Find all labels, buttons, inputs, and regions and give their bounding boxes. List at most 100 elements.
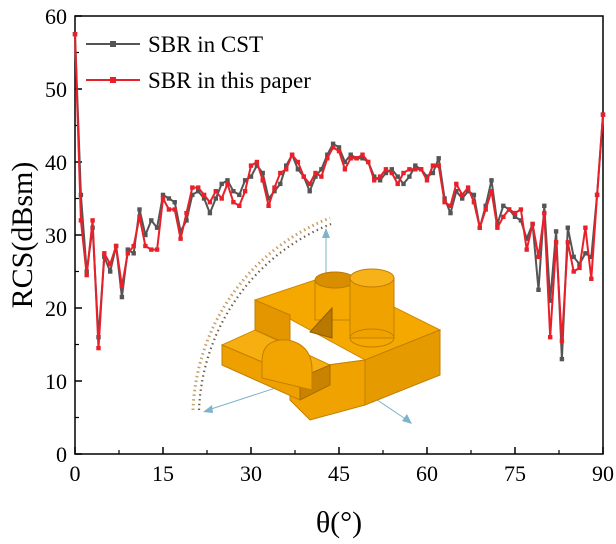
data-point [348,156,353,161]
data-point [301,174,306,179]
data-point [530,221,535,227]
data-point [418,167,424,172]
series-group [72,32,606,362]
y-axis-title: RCS(dBsm) [6,162,39,309]
data-point [131,251,136,256]
data-point [178,236,183,241]
data-point [172,200,177,205]
data-point [102,251,107,256]
data-point [143,243,148,249]
data-point [137,214,142,219]
data-point [260,170,265,176]
data-point [284,163,289,168]
data-point [354,156,359,161]
data-point [207,200,213,205]
data-point [84,272,89,278]
data-point [477,225,482,230]
data-point [119,283,125,289]
data-point [536,287,541,292]
data-point [237,192,242,198]
y-tick-label: 0 [56,442,67,467]
y-tick-label: 20 [45,296,67,321]
x-tick-label: 30 [240,461,262,486]
data-point [166,196,172,201]
data-point [594,192,600,198]
data-point [483,207,488,212]
data-point [313,174,318,179]
data-point [78,218,84,223]
data-point [377,178,383,183]
data-point [389,170,394,176]
data-point [307,181,312,187]
data-point [278,170,283,176]
data-point [542,210,547,216]
data-point [184,210,189,216]
data-point [319,174,324,179]
x-tick-label: 60 [416,461,438,486]
data-point [501,203,506,208]
data-point [284,167,289,172]
data-point [430,170,436,176]
data-point [589,276,594,281]
data-point [219,196,224,201]
data-point [248,163,254,168]
data-point [231,189,236,194]
data-point [260,178,265,183]
data-point [225,181,230,187]
data-point [383,170,389,176]
y-axis: 0 10 20 30 40 50 60 [45,4,82,467]
wedge [309,306,333,339]
data-point [190,192,195,198]
angle-arc [191,216,331,411]
data-point [113,243,119,249]
data-point [553,229,559,234]
data-point [184,218,189,223]
x-axis-title: θ(°) [316,506,362,539]
data-point [160,192,166,198]
series-this-paper [72,32,606,351]
data-point [360,156,365,161]
data-point [154,247,160,252]
data-point [471,192,477,198]
data-point [512,210,518,216]
data-point [190,185,195,190]
data-point [342,167,348,172]
data-point [366,159,371,165]
data-point [219,181,224,187]
data-point [295,167,301,172]
data-point [583,251,588,256]
data-point [213,196,218,201]
data-point [565,240,570,245]
data-point [149,247,154,252]
data-point [72,32,78,37]
data-point [131,243,136,249]
data-point [483,203,488,208]
x-tick-label: 75 [504,461,526,486]
data-point [401,170,406,176]
small-cylinder-top [314,271,356,289]
x-tick-label: 0 [70,461,81,486]
data-point [559,356,565,362]
x-tick-label: 45 [328,461,350,486]
data-point [307,189,312,194]
half-cylinder [261,339,313,391]
data-point [172,207,177,212]
tall-cylinder-body [349,277,395,339]
data-point [225,178,230,183]
data-point [448,203,453,208]
data-point [454,189,459,194]
notch [299,364,331,401]
data-point [160,196,166,201]
angle-arc-inner [197,222,332,411]
data-point [372,178,377,183]
y-tick-label: 30 [45,223,67,248]
data-point [571,269,576,274]
data-point [407,167,412,172]
y-tick-label: 40 [45,150,67,175]
data-point [506,207,512,212]
data-point [465,189,471,194]
data-point [401,181,406,187]
data-point [377,174,383,179]
data-point [489,178,494,183]
data-point [460,192,465,198]
